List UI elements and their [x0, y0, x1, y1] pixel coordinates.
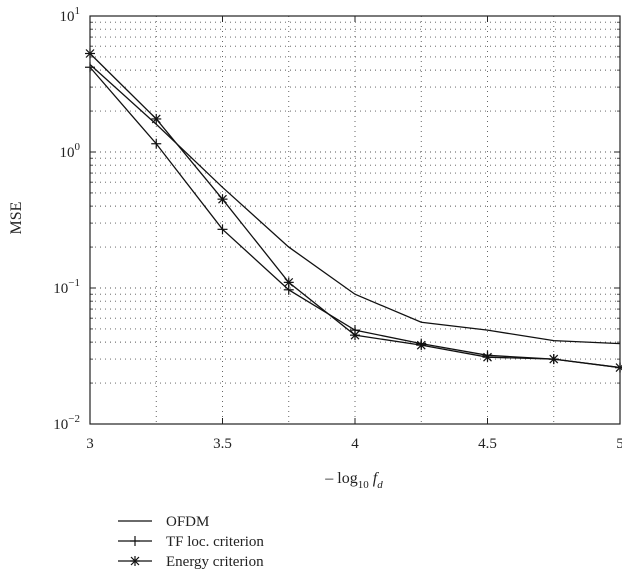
x-tick-label: 3 — [86, 436, 94, 452]
legend-marker — [130, 536, 140, 546]
data-point — [482, 352, 493, 363]
data-point — [350, 330, 360, 341]
data-point — [615, 362, 622, 373]
x-axis-label-prefix: – log — [324, 470, 357, 487]
x-tick-label: 4.5 — [478, 436, 497, 452]
legend-item: Energy criterion — [118, 554, 264, 570]
marker-stroke — [416, 340, 426, 350]
ticks: 3 3.5 4 4.5 5 10−2 10−1 100 101 — [53, 5, 622, 452]
data-point — [548, 354, 559, 365]
marker-stroke — [549, 354, 559, 364]
x-axis-label-var: f — [373, 470, 380, 487]
x-tick-label: 5 — [616, 436, 622, 452]
legend-item: TF loc. criterion — [118, 534, 264, 550]
legend-marker — [130, 556, 140, 566]
marker-stroke — [130, 556, 140, 566]
x-axis-label-varsub: d — [377, 479, 383, 491]
series-line — [89, 66, 621, 369]
marker-stroke — [218, 194, 227, 204]
x-axis-label: – log10 fd — [324, 470, 383, 491]
data-point — [217, 194, 228, 205]
x-axis-label-sub: 10 — [358, 479, 370, 491]
y-tick-label: 100 — [60, 141, 81, 161]
y-axis-label: MSE — [8, 202, 25, 235]
marker-stroke — [483, 352, 492, 362]
plot-frame — [89, 15, 621, 425]
series-2 — [85, 48, 622, 373]
legend-item: OFDM — [118, 514, 209, 530]
y-tick-label: 10−1 — [53, 277, 80, 297]
series-line — [89, 53, 621, 369]
data-point — [151, 138, 162, 149]
x-tick-label: 4 — [351, 436, 359, 452]
legend-label: OFDM — [166, 514, 209, 530]
legend-label: Energy criterion — [166, 554, 264, 570]
y-tick-label: 10−2 — [53, 413, 80, 433]
marker-stroke — [151, 114, 161, 124]
series-1 — [85, 62, 622, 373]
legend: OFDM TF loc. criterion Energy criterion — [118, 514, 264, 570]
data-point — [283, 277, 294, 288]
series-layer — [85, 48, 622, 373]
legend-label: TF loc. criterion — [166, 534, 264, 550]
marker-stroke — [284, 277, 294, 287]
marker-stroke — [350, 330, 360, 340]
y-tick-label: 101 — [60, 5, 81, 25]
data-point — [151, 113, 162, 124]
grid — [90, 16, 620, 424]
x-tick-label: 3.5 — [213, 436, 232, 452]
data-point — [416, 340, 427, 351]
data-point — [217, 224, 228, 235]
